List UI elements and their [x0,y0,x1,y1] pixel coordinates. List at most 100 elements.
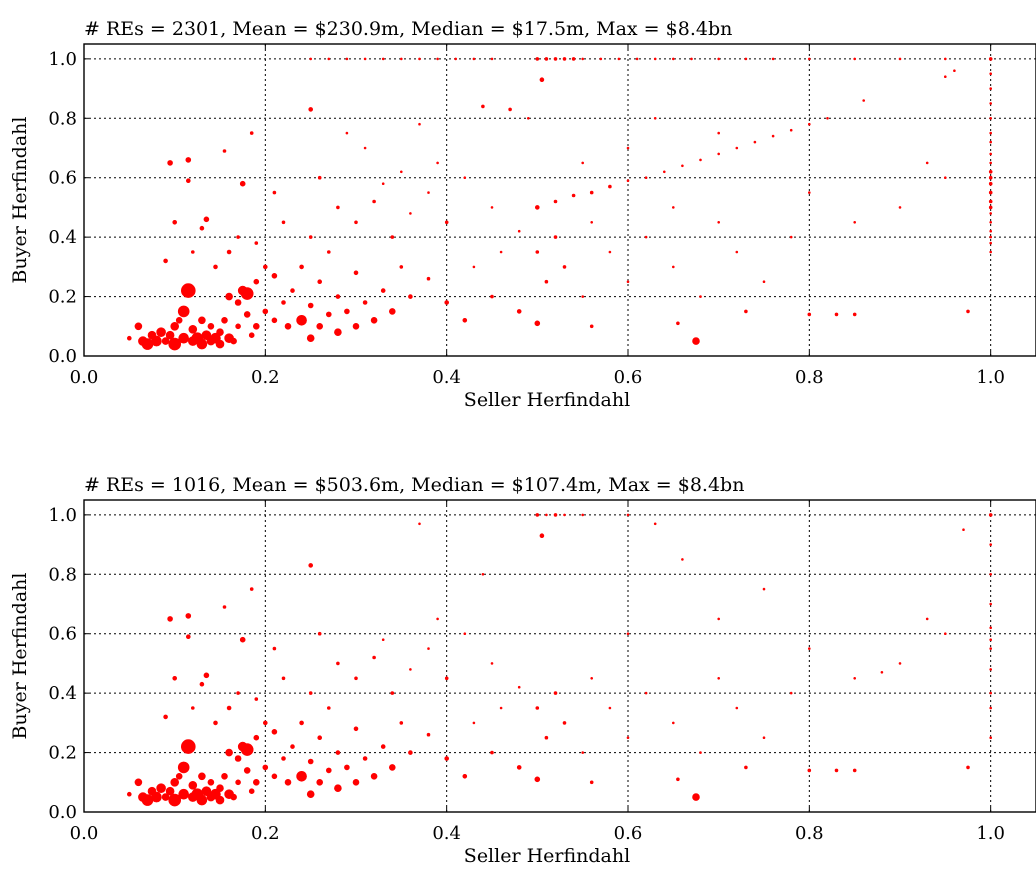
scatter-point [626,736,630,740]
scatter-point [290,744,295,749]
scatter-point [281,676,286,681]
scatter-point [236,691,240,695]
scatter-point [589,324,594,329]
scatter-point [925,161,929,165]
scatter-point [181,739,196,754]
x-tick-label: 0.6 [614,823,643,844]
scatter-point [444,220,449,225]
scatter-point [325,767,332,774]
x-tick-label: 0.8 [795,823,824,844]
scatter-point [316,778,324,786]
scatter-point [426,276,431,281]
scatter-point [807,312,812,317]
scatter-point [317,735,323,741]
scatter-point [852,768,857,773]
scatter-point [308,563,314,568]
scatter-point [196,338,208,350]
scatter-point [363,57,367,61]
scatter-point [262,264,268,270]
scatter-point [988,190,993,195]
scatter-point [590,676,594,680]
scatter-point [163,258,168,264]
scatter-point [271,773,278,780]
scatter-point [272,190,277,195]
scatter-point [203,672,210,679]
scatter-point [599,57,603,61]
scatter-point [156,783,166,794]
scatter-point [644,691,648,695]
scatter-point [362,756,368,761]
scatter-point [717,617,721,621]
scatter-point [418,57,421,61]
scatter-point [988,181,993,186]
scatter-point [262,308,269,315]
scatter-point [317,175,322,180]
scatter-point [243,767,251,774]
scatter-point [299,264,304,270]
scatter-point [626,179,630,182]
scatter-point [167,160,173,166]
scatter-point [370,316,378,324]
scatter-point [454,57,458,61]
scatter-point [399,265,404,269]
scatter-point [216,784,224,793]
scatter-point [989,626,993,630]
scatter-point [409,212,412,215]
scatter-point [296,770,307,782]
scatter-point [499,706,503,710]
scatter-point [444,300,450,305]
scatter-point [744,57,748,61]
scatter-point [681,164,684,168]
scatter-point [308,691,313,695]
scatter-point [334,784,342,793]
scatter-point [156,327,166,338]
scatter-point [943,632,947,636]
y-tick-label: 1.0 [48,49,77,70]
scatter-point [326,706,331,710]
scatter-point [235,323,241,330]
scatter-point [517,685,521,689]
y-tick-label: 0.4 [48,227,77,248]
scatter-point [436,161,439,165]
scatter-point [234,755,242,762]
scatter-point [380,744,386,749]
scatter-point [299,720,304,726]
scatter-point [222,149,227,153]
y-tick-label: 0.2 [48,287,77,308]
scatter-point [296,314,307,326]
scatter-point [989,72,993,75]
scatter-point [962,528,965,532]
scatter-point [862,99,866,102]
scatter-point [281,300,286,305]
scatter-point [544,57,549,61]
scatter-point [163,714,168,720]
scatter-point [262,720,268,726]
scatter-point [589,780,594,785]
x-tick-label: 0.8 [795,367,824,388]
scatter-point [167,616,173,622]
scatter-point [188,780,198,790]
scatter-point [198,316,206,325]
scatter-point [199,225,205,231]
scatter-point [127,335,132,341]
scatter-point [499,250,503,254]
y-tick-label: 0.0 [48,346,77,367]
scatter-point [626,280,630,284]
scatter-point [326,250,331,254]
scatter-point [427,191,430,194]
scatter-point [271,272,278,279]
scatter-point [571,57,576,61]
x-tick-label: 1.0 [976,823,1005,844]
scatter-point [553,199,558,204]
x-tick-label: 0.2 [251,823,280,844]
scatter-point [418,522,421,526]
scatter-point [388,308,396,315]
scatter-point [372,199,376,204]
scatter-point [203,216,210,223]
scatter-point [699,158,702,162]
scatter-point [534,320,541,327]
scatter-point [168,337,181,351]
scatter-point [381,638,385,642]
x-tick-label: 0.0 [70,823,99,844]
scatter-point [563,513,566,517]
